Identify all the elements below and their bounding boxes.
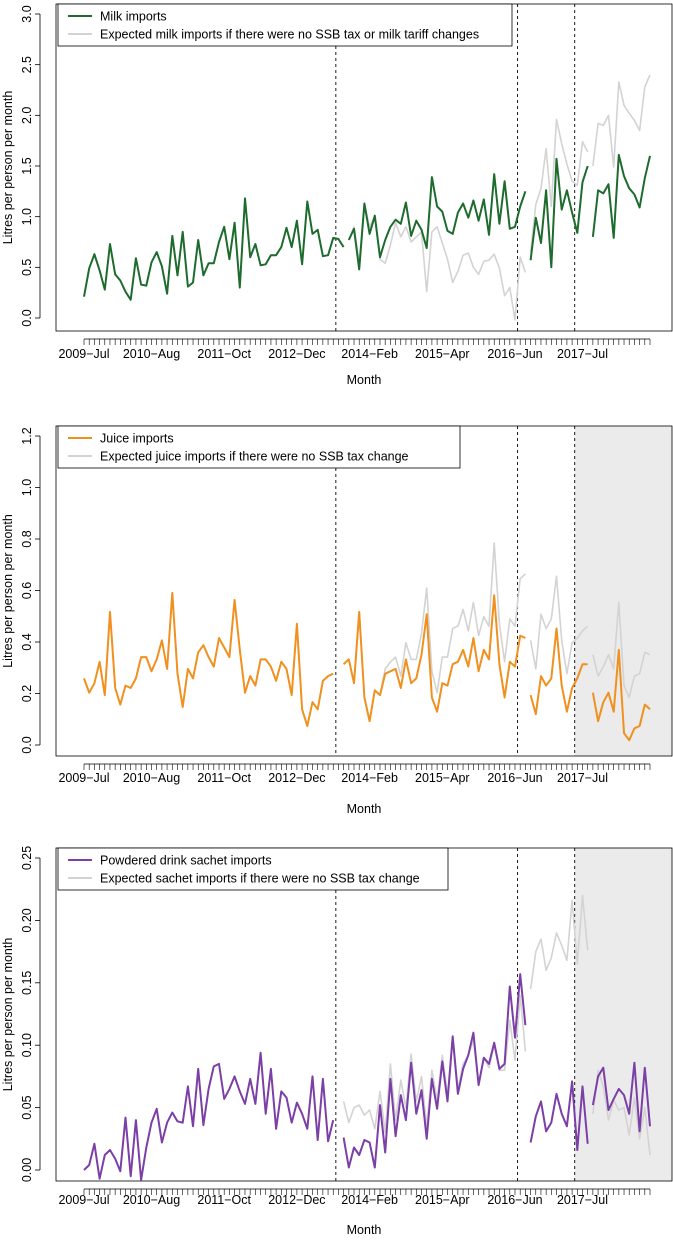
expected-series-line (592, 74, 651, 168)
y-tick-label: 0.00 (20, 1158, 34, 1182)
x-tick-label: 2014−Feb (341, 1193, 398, 1207)
x-tick-label: 2009−Jul (58, 771, 109, 785)
y-tick-label: 1.0 (20, 479, 34, 496)
y-axis-label: Litres per person per month (1, 91, 15, 245)
observed-series-line (591, 153, 651, 239)
y-tick-label: 1.0 (20, 208, 34, 225)
shaded-region (574, 426, 672, 756)
expected-series-line (529, 118, 589, 253)
y-tick-label: 0.05 (20, 1095, 34, 1119)
chart-panel-2: 0.0 0.2 0.4 0.6 0.8 1.0 1.2 Litres per person p… (1, 425, 673, 816)
y-tick-label: 0.6 (20, 582, 34, 599)
chart-panel-3: 0.00 0.05 0.10 0.15 0.20 0.25 Litres per perso… (1, 846, 673, 1237)
legend-label: Expected sachet imports if there were no… (100, 872, 420, 886)
x-tick-label: 2012−Dec (268, 1193, 325, 1207)
y-tick-label: 0.2 (20, 685, 34, 702)
x-tick-label: 2010−Aug (123, 771, 180, 785)
y-tick-label: 0.10 (20, 1033, 34, 1057)
x-tick-label: 2010−Aug (123, 1193, 180, 1207)
observed-series-line (83, 1051, 335, 1181)
legend-label: Juice imports (100, 432, 174, 446)
y-tick-label: 1.5 (20, 157, 34, 174)
x-tick-label: 2009−Jul (58, 1193, 109, 1207)
expected-series-line (592, 601, 651, 699)
expected-series-line (529, 575, 589, 675)
expected-series-line (592, 1069, 651, 1156)
legend-label: Expected juice imports if there were no … (100, 450, 409, 464)
x-tick-label: 2016−Jun (487, 1193, 542, 1207)
observed-series-line (83, 591, 334, 727)
y-axis-label: Litres per person per month (1, 938, 15, 1092)
x-tick-label: 2016−Jun (487, 347, 542, 361)
y-tick-label: 2.5 (20, 56, 34, 73)
x-tick-label: 2016−Jun (487, 771, 542, 785)
observed-series-line (529, 1080, 589, 1151)
y-tick-label: 0.0 (20, 309, 34, 326)
y-tick-label: 0.20 (20, 908, 34, 932)
y-tick-label: 3.0 (20, 5, 34, 22)
x-tick-label: 2009−Jul (58, 347, 109, 361)
x-tick-label: 2014−Feb (341, 347, 398, 361)
y-tick-label: 2.0 (20, 107, 34, 124)
x-tick-label: 2017−Jul (557, 347, 608, 361)
y-tick-label: 0.4 (20, 633, 34, 650)
legend-label: Powdered drink sachet imports (100, 854, 272, 868)
y-tick-label: 0.5 (20, 259, 34, 276)
chart-panel-1: 0.0 0.5 1.0 1.5 2.0 2.5 3.0 Litres per person p… (1, 3, 673, 387)
expected-series-line (343, 542, 526, 723)
x-tick-label: 2011−Oct (197, 1193, 251, 1207)
y-tick-label: 0.8 (20, 530, 34, 547)
legend-label: Milk imports (100, 10, 167, 24)
x-tick-label: 2011−Oct (197, 771, 251, 785)
observed-series-line (342, 973, 527, 1169)
x-tick-label: 2010−Aug (123, 347, 180, 361)
observed-series-line (591, 1061, 651, 1133)
legend-box (57, 847, 449, 891)
observed-series-line (342, 594, 526, 723)
x-tick-label: 2014−Feb (341, 771, 398, 785)
x-tick-label: 2015−Apr (415, 771, 470, 785)
expected-series-line (529, 894, 589, 990)
x-tick-label: 2011−Oct (197, 347, 251, 361)
observed-series-line (347, 173, 527, 271)
legend-box (57, 425, 461, 469)
x-tick-label: 2017−Jul (557, 771, 608, 785)
y-tick-label: 0.15 (20, 971, 34, 995)
y-tick-label: 1.2 (20, 427, 34, 444)
x-tick-label: 2017−Jul (557, 1193, 608, 1207)
observed-series-line (83, 197, 345, 301)
x-axis-label: Month (347, 1223, 382, 1237)
observed-series-line (591, 648, 651, 742)
observed-series-line (529, 157, 589, 269)
x-tick-label: 2012−Dec (268, 347, 325, 361)
x-tick-label: 2015−Apr (415, 1193, 470, 1207)
y-tick-label: 0.0 (20, 736, 34, 753)
x-axis-label: Month (347, 802, 382, 816)
x-tick-label: 2015−Apr (415, 347, 470, 361)
shaded-region (574, 848, 672, 1181)
y-tick-label: 0.25 (20, 846, 34, 870)
x-tick-label: 2012−Dec (268, 771, 325, 785)
y-axis-label: Litres per person per month (1, 514, 15, 668)
legend-label: Expected milk imports if there were no S… (100, 28, 479, 42)
legend-box (57, 3, 513, 47)
observed-series-line (529, 627, 588, 716)
x-axis-label: Month (347, 373, 382, 387)
